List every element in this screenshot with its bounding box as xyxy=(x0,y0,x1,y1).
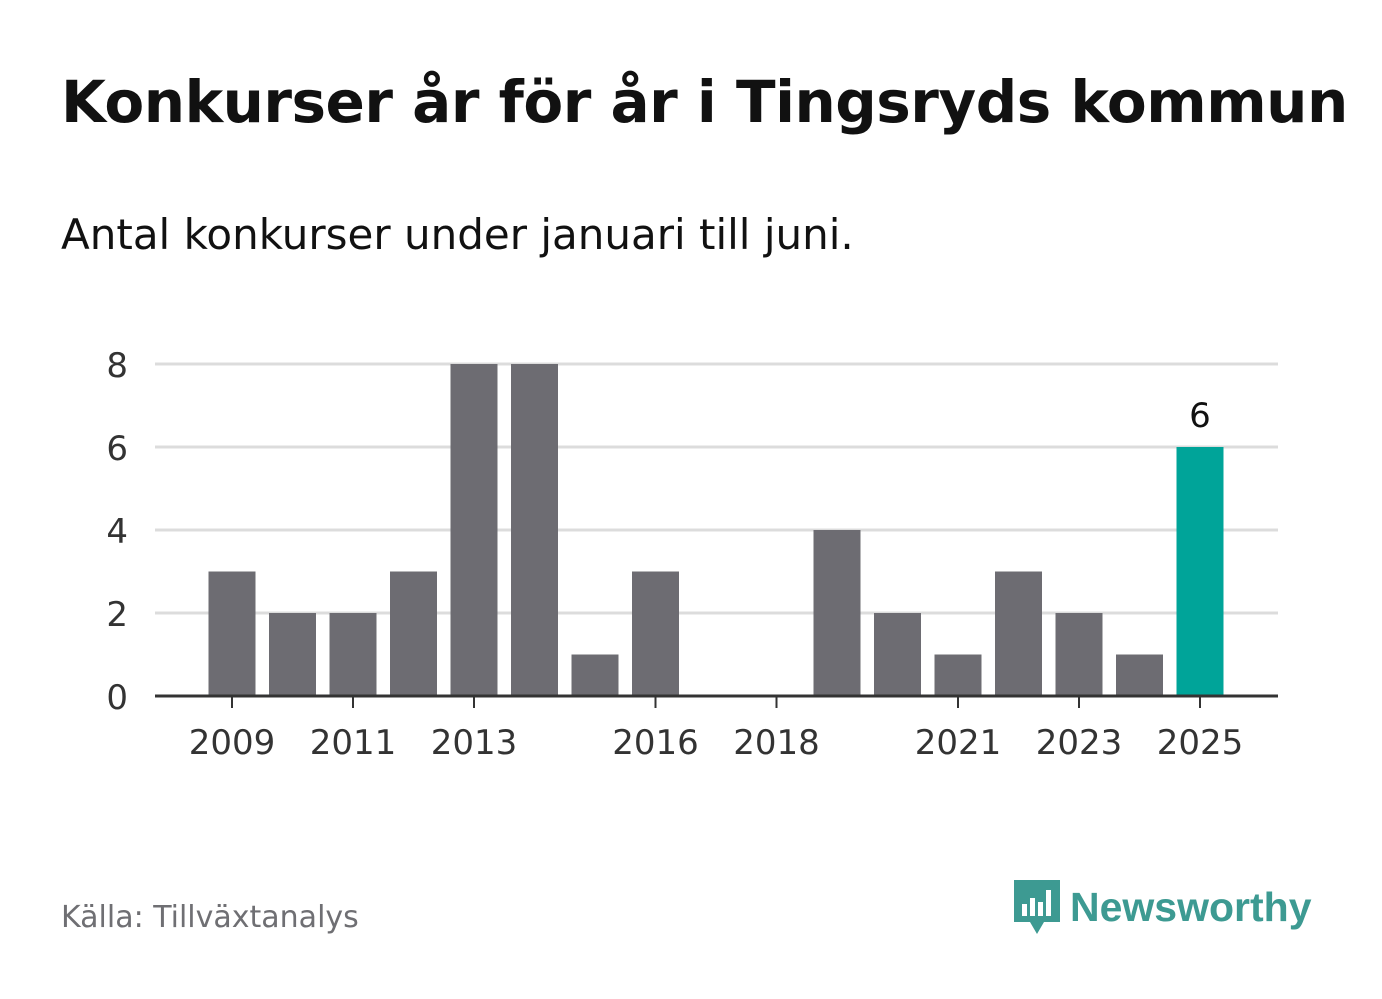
bar xyxy=(632,571,679,696)
source-note: Källa: Tillväxtanalys xyxy=(61,900,359,935)
x-tick-label: 2021 xyxy=(915,723,1002,763)
bar xyxy=(874,613,921,696)
bar xyxy=(813,530,861,696)
chart-subtitle: Antal konkurser under januari till juni. xyxy=(61,210,854,259)
y-tick-label: 0 xyxy=(106,678,128,718)
data-label: 6 xyxy=(1189,396,1211,436)
x-tick-label: 2018 xyxy=(733,723,820,763)
bar xyxy=(934,654,982,696)
x-tick-label: 2025 xyxy=(1157,723,1244,763)
bar xyxy=(390,571,437,696)
x-tick-label: 2016 xyxy=(612,723,699,763)
x-tick-label: 2009 xyxy=(189,723,276,763)
bar xyxy=(571,654,619,696)
bar xyxy=(1055,613,1103,696)
bar xyxy=(1116,654,1163,696)
x-tick-label: 2011 xyxy=(310,723,397,763)
bar xyxy=(269,613,316,696)
brand-logo: Newsworthy xyxy=(1010,876,1312,938)
newsworthy-logo-icon xyxy=(1014,880,1060,934)
y-tick-label: 8 xyxy=(106,346,128,386)
bar xyxy=(1176,447,1224,696)
y-tick-label: 2 xyxy=(106,595,128,635)
bar xyxy=(511,364,558,696)
bar xyxy=(208,571,256,696)
x-tick-label: 2013 xyxy=(431,723,518,763)
bar xyxy=(995,571,1042,696)
y-tick-label: 4 xyxy=(106,512,128,552)
chart-title: Konkurser år för år i Tingsryds kommun xyxy=(61,68,1348,136)
bar xyxy=(329,613,377,696)
brand-name: Newsworthy xyxy=(1070,883,1312,930)
x-tick-label: 2023 xyxy=(1036,723,1123,763)
y-tick-label: 6 xyxy=(106,429,128,469)
bar xyxy=(450,364,498,696)
